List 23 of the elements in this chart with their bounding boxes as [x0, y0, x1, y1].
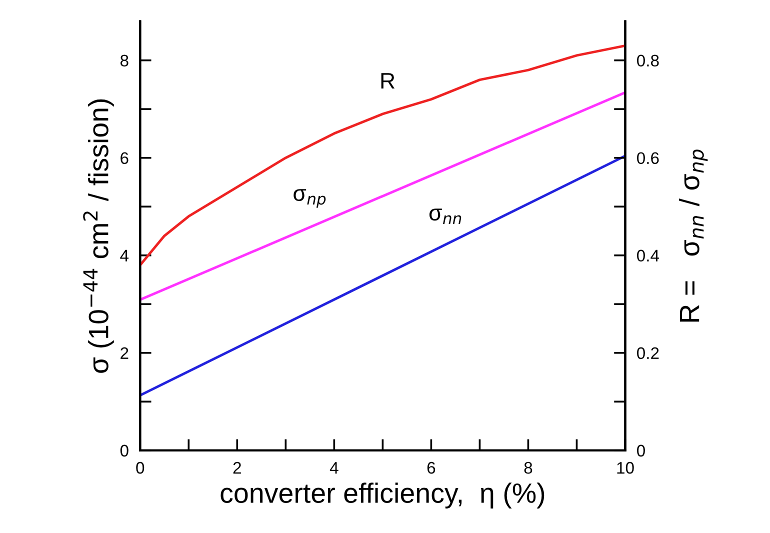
series-label: R — [381, 73, 395, 88]
series-label: σ$_{np}$ — [294, 189, 326, 208]
y2-tick-label: 0.6 — [637, 152, 659, 164]
y-tick-label: 4 — [120, 250, 129, 262]
x-tick-label: 6 — [427, 462, 436, 474]
x-tick-label: 0 — [136, 462, 144, 474]
x-tick-label: 10 — [617, 462, 634, 474]
y-tick-label: 8 — [120, 54, 128, 67]
y2-tick-label: 0.2 — [637, 347, 659, 360]
y2-tick-label: 0.8 — [637, 54, 659, 67]
line-series — [140, 44, 626, 266]
x-tick-label: 8 — [524, 462, 532, 474]
x-tick-label: 2 — [233, 462, 241, 474]
y-tick-label: 0 — [120, 444, 128, 457]
y2-tick-label: 0.4 — [637, 250, 660, 262]
y-axis-title: σ (10$^{−44}$ cm$^{2}$ / fission) — [83, 99, 114, 373]
y2-axis-title: R = σ$_{nn}$ / σ$_{np}$ — [678, 150, 708, 322]
y-tick-label: 2 — [120, 347, 128, 359]
x-axis-title: converter efficiency, η (%) — [220, 482, 544, 508]
x-tick-label: 4 — [330, 462, 338, 474]
y2-tick-label: 0 — [637, 444, 645, 457]
series-label: σ$_{nn}$ — [429, 208, 462, 224]
y-tick-label: 6 — [120, 152, 128, 164]
